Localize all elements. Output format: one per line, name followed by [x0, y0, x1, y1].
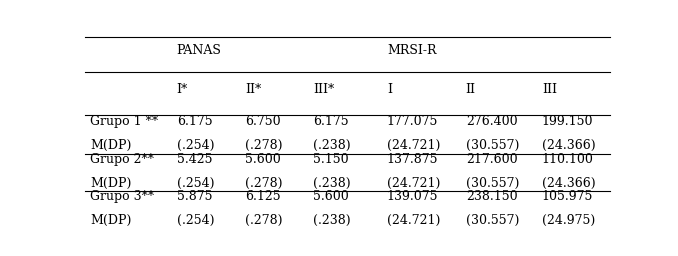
- Text: 217.600: 217.600: [466, 153, 517, 166]
- Text: M(DP): M(DP): [90, 177, 132, 190]
- Text: (24.366): (24.366): [542, 177, 595, 190]
- Text: 177.075: 177.075: [387, 115, 438, 129]
- Text: (30.557): (30.557): [466, 177, 519, 190]
- Text: 139.075: 139.075: [387, 190, 439, 203]
- Text: (.278): (.278): [245, 139, 283, 152]
- Text: 105.975: 105.975: [542, 190, 593, 203]
- Text: 137.875: 137.875: [387, 153, 439, 166]
- Text: 5.425: 5.425: [177, 153, 212, 166]
- Text: (30.557): (30.557): [466, 214, 519, 227]
- Text: (.238): (.238): [313, 177, 351, 190]
- Text: (.278): (.278): [245, 177, 283, 190]
- Text: II*: II*: [245, 83, 261, 96]
- Text: 5.600: 5.600: [313, 190, 349, 203]
- Text: I: I: [387, 83, 392, 96]
- Text: I*: I*: [177, 83, 188, 96]
- Text: (.238): (.238): [313, 214, 351, 227]
- Text: 5.600: 5.600: [245, 153, 281, 166]
- Text: III: III: [542, 83, 557, 96]
- Text: (.254): (.254): [177, 139, 214, 152]
- Text: 6.750: 6.750: [245, 115, 281, 129]
- Text: Grupo 1 **: Grupo 1 **: [90, 115, 158, 129]
- Text: 238.150: 238.150: [466, 190, 517, 203]
- Text: (24.721): (24.721): [387, 139, 440, 152]
- Text: M(DP): M(DP): [90, 214, 132, 227]
- Text: II: II: [466, 83, 476, 96]
- Text: M(DP): M(DP): [90, 139, 132, 152]
- Text: Grupo 3**: Grupo 3**: [90, 190, 154, 203]
- Text: III*: III*: [313, 83, 334, 96]
- Text: Grupo 2**: Grupo 2**: [90, 153, 154, 166]
- Text: (.278): (.278): [245, 214, 283, 227]
- Text: (24.721): (24.721): [387, 214, 440, 227]
- Text: MRSI-R: MRSI-R: [387, 44, 437, 57]
- Text: (24.721): (24.721): [387, 177, 440, 190]
- Text: (.254): (.254): [177, 177, 214, 190]
- Text: (30.557): (30.557): [466, 139, 519, 152]
- Text: 110.100: 110.100: [542, 153, 594, 166]
- Text: (.254): (.254): [177, 214, 214, 227]
- Text: 6.125: 6.125: [245, 190, 281, 203]
- Text: 5.150: 5.150: [313, 153, 349, 166]
- Text: 199.150: 199.150: [542, 115, 593, 129]
- Text: 6.175: 6.175: [313, 115, 349, 129]
- Text: (24.366): (24.366): [542, 139, 595, 152]
- Text: 276.400: 276.400: [466, 115, 517, 129]
- Text: (.238): (.238): [313, 139, 351, 152]
- Text: PANAS: PANAS: [177, 44, 222, 57]
- Text: (24.975): (24.975): [542, 214, 595, 227]
- Text: 5.875: 5.875: [177, 190, 212, 203]
- Text: 6.175: 6.175: [177, 115, 212, 129]
